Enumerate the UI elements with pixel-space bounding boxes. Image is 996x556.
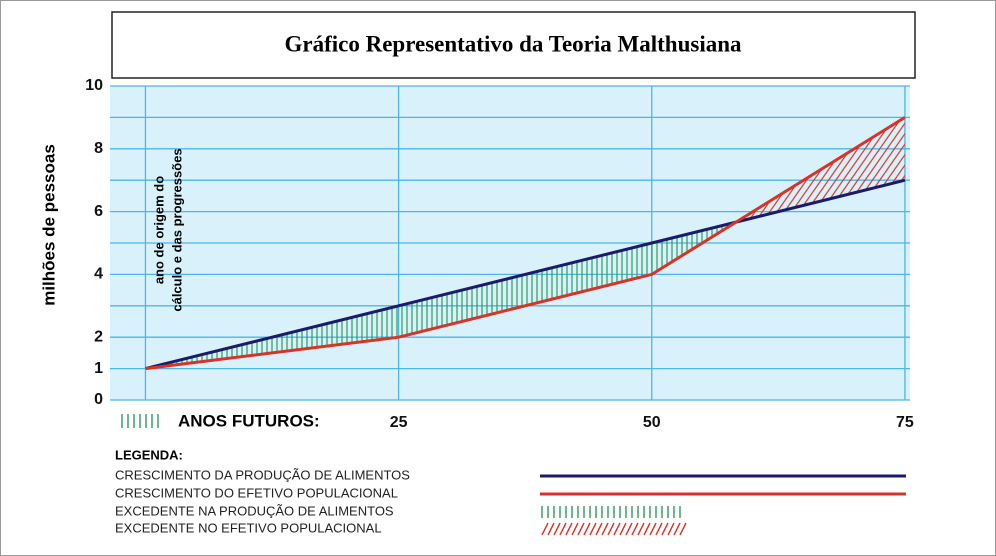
y-tick-label: 4	[94, 266, 103, 283]
series-line	[145, 116, 906, 371]
y-tick-label: 8	[94, 140, 103, 157]
legend-label: CRESCIMENTO DO EFETIVO POPULACIONAL	[115, 485, 398, 500]
x-tick-label: 75	[896, 414, 914, 431]
y-axis-label: milhões de pessoas	[39, 144, 58, 306]
x-label-hatch	[121, 414, 159, 428]
y-tick-label: 1	[94, 360, 103, 377]
legend-label: CRESCIMENTO DA PRODUÇÃO DE ALIMENTOS	[115, 467, 410, 482]
annotation: ano de origem do	[151, 176, 166, 284]
series-line	[145, 178, 906, 371]
x-axis-label: ANOS FUTUROS:	[178, 411, 320, 430]
legend-label: EXCEDENTE NA PRODUÇÃO DE ALIMENTOS	[115, 503, 394, 518]
legend-label: EXCEDENTE NO EFETIVO POPULACIONAL	[115, 520, 382, 535]
legend-title: LEGENDA:	[115, 447, 183, 462]
x-tick-label: 50	[643, 414, 661, 431]
title-box	[111, 11, 916, 79]
annotation: cálculo e das progressões	[169, 148, 184, 311]
y-tick-label: 10	[85, 77, 103, 94]
y-tick-label: 0	[94, 391, 103, 408]
y-tick-label: 6	[94, 203, 103, 220]
chart-title: Gráfico Representativo da Teoria Malthus…	[284, 31, 742, 56]
y-tick-label: 2	[94, 328, 103, 345]
x-tick-label: 25	[390, 414, 408, 431]
